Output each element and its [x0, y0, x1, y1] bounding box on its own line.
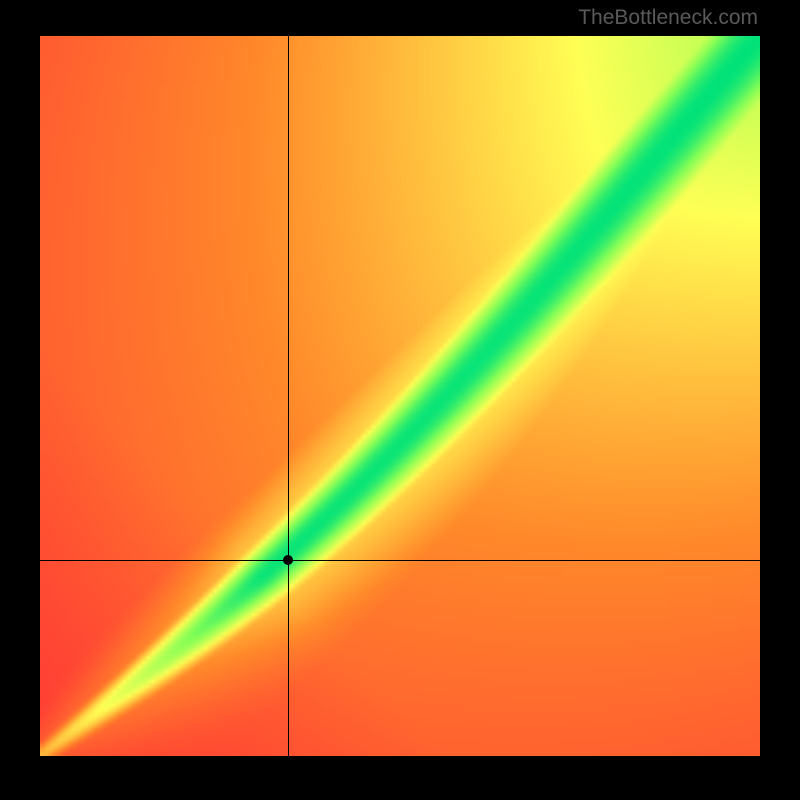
watermark-text: TheBottleneck.com	[578, 6, 758, 30]
chart-container	[40, 36, 760, 756]
crosshair-horizontal	[40, 560, 760, 561]
crosshair-vertical	[288, 36, 289, 756]
heatmap-canvas	[40, 36, 760, 756]
marker-dot	[283, 555, 293, 565]
